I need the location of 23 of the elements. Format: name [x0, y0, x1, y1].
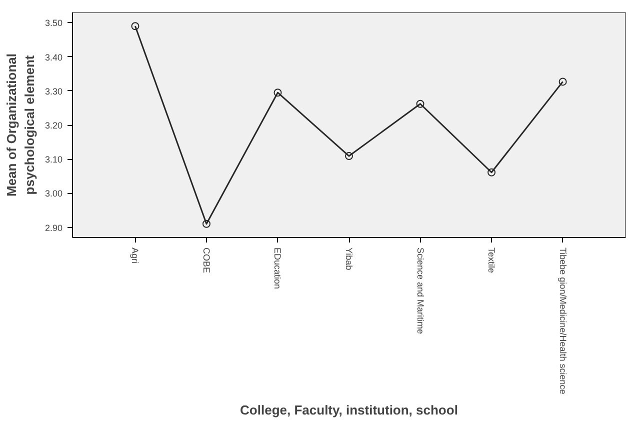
x-tick-label: Agri — [130, 248, 140, 264]
x-tick-label: Yibab — [344, 248, 354, 270]
point — [558, 78, 567, 86]
y-tick-label: 3.50 — [44, 18, 63, 28]
point — [345, 152, 353, 160]
x-tick-label: Tibebe gion/Medicine/Health science — [558, 248, 568, 394]
y-tick-label: 3.30 — [44, 86, 63, 96]
x-axis-title: College, Faculty, institution, school — [240, 402, 458, 418]
point — [416, 100, 424, 108]
x-tick-label: COBE — [201, 248, 212, 274]
point — [488, 168, 496, 176]
point — [202, 220, 210, 228]
x-tick-label: EDucation — [272, 248, 283, 290]
point — [274, 88, 282, 97]
y-tick-label: 2.90 — [44, 222, 63, 233]
x-tick-label: Science and Maritime — [415, 248, 426, 334]
y-tick-label: 3.00 — [44, 188, 63, 199]
y-tick-label: 3.10 — [44, 154, 63, 165]
x-tick-label: Textile — [486, 248, 497, 274]
y-tick-label: 3.40 — [44, 52, 63, 62]
y-tick-label: 3.20 — [44, 120, 63, 130]
y-axis-title: Mean of Organizational psychological element — [4, 53, 37, 197]
point — [131, 22, 140, 30]
